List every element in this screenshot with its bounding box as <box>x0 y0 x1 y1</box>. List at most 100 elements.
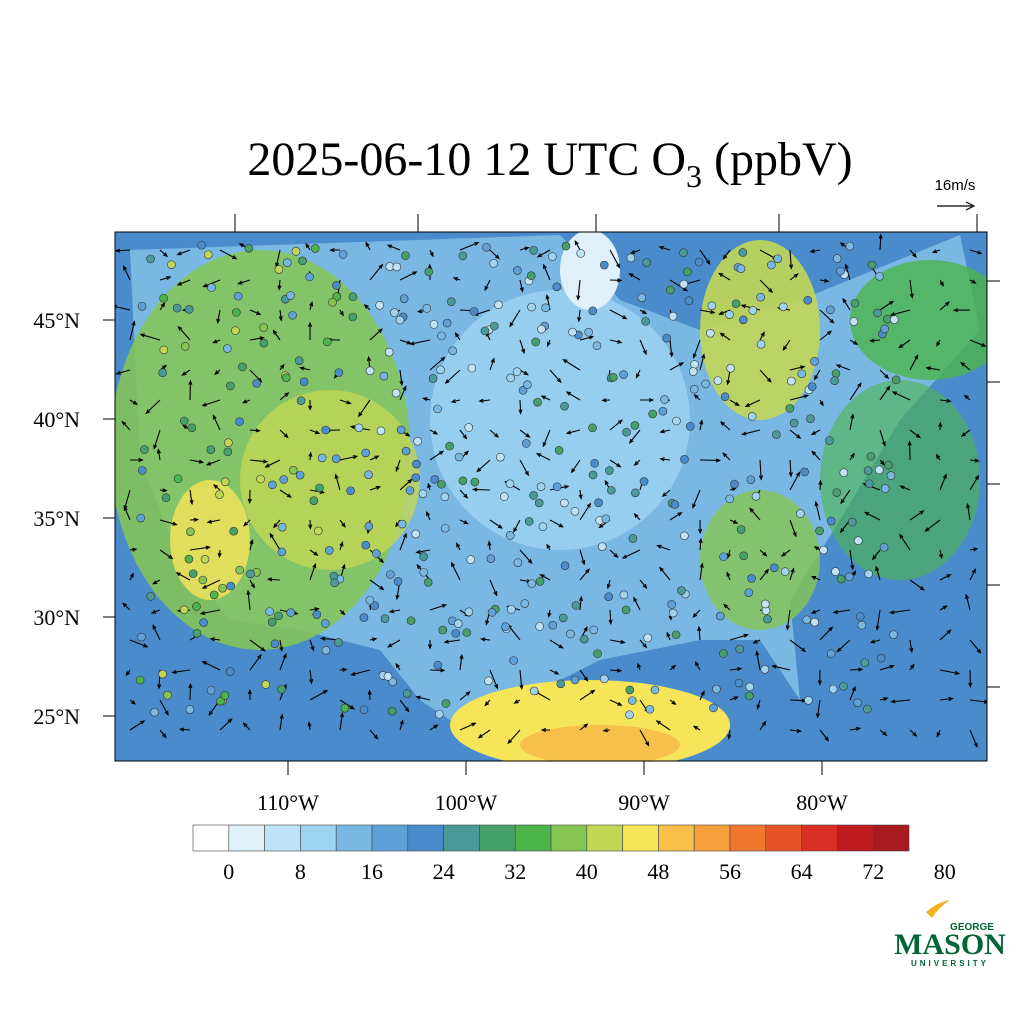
station <box>489 321 499 331</box>
station <box>694 257 704 267</box>
wind-arrowhead <box>635 373 640 379</box>
wind-arrow <box>759 549 767 557</box>
wind-arrow <box>639 339 647 355</box>
station <box>707 301 717 311</box>
wind-arrow <box>571 459 581 473</box>
station <box>458 476 468 486</box>
wind-arrow <box>159 249 168 257</box>
wind-arrow <box>189 489 193 504</box>
station <box>744 588 754 597</box>
logo: GEORGE MASON UNIVERSITY <box>894 900 1006 968</box>
wind-arrowhead <box>785 625 790 631</box>
wind-arrowhead <box>143 643 149 648</box>
wind-arrowhead <box>540 395 546 400</box>
station <box>886 471 896 480</box>
wind-arrowhead <box>471 487 478 492</box>
station <box>364 522 374 531</box>
wind-arrow <box>939 574 951 581</box>
station <box>690 360 699 369</box>
wind-arrow <box>579 689 595 701</box>
station <box>689 384 699 394</box>
wind-arrow <box>549 669 559 675</box>
station <box>197 240 206 250</box>
wind-arrow <box>567 429 581 434</box>
wind-arrow <box>609 309 627 320</box>
wind-arrow <box>789 568 795 581</box>
station <box>756 339 766 349</box>
region <box>170 480 250 600</box>
station <box>505 479 515 489</box>
wind-arrowhead <box>968 682 973 688</box>
wind-arrowhead <box>824 736 830 742</box>
wind-arrow <box>579 549 585 565</box>
map-frame <box>114 231 988 762</box>
wind-arrow <box>484 279 491 291</box>
wind-arrowhead <box>540 727 547 733</box>
wind-arrow <box>416 696 431 701</box>
wind-arrowhead <box>617 419 624 425</box>
station <box>520 599 530 608</box>
station <box>531 337 541 347</box>
station <box>346 486 355 496</box>
wind-arrow <box>566 391 581 401</box>
station <box>140 445 149 454</box>
wind-arrowhead <box>352 455 359 460</box>
wind-arrowhead <box>909 647 914 654</box>
wind-arrowhead <box>912 252 917 258</box>
wind-arrow <box>189 546 210 551</box>
lon-label: 90°W <box>618 790 670 815</box>
wind-arrowhead <box>307 321 313 327</box>
station <box>645 704 655 714</box>
station <box>506 373 515 383</box>
station <box>860 658 870 667</box>
wind-arrowhead <box>208 710 213 716</box>
wind-arrow <box>429 357 445 371</box>
wind-arrowhead <box>471 722 477 727</box>
wind-arrowhead <box>891 391 898 396</box>
station <box>295 470 305 480</box>
station <box>340 703 350 713</box>
wind-arrow <box>879 665 894 671</box>
station <box>631 488 640 498</box>
station <box>386 570 395 579</box>
wind-arrowhead <box>122 602 128 608</box>
wind-arrowhead <box>375 485 382 490</box>
wind-arrowhead <box>373 734 379 740</box>
station <box>566 629 575 639</box>
station <box>310 244 320 253</box>
wind-arrowhead <box>633 512 639 518</box>
wind-arrow <box>810 249 821 253</box>
colorbar-box <box>586 824 623 852</box>
station <box>274 611 283 621</box>
wind-arrowhead <box>942 473 947 479</box>
wind-arrowhead <box>206 519 213 524</box>
wind-arrowhead <box>705 259 711 265</box>
wind-arrowhead <box>671 664 677 670</box>
wind-arrowhead <box>946 629 952 635</box>
wind-arrowhead <box>249 538 254 545</box>
wind-arrow <box>879 369 889 379</box>
wind-reference-arrowhead <box>965 201 976 211</box>
wind-arrowhead <box>518 409 523 415</box>
wind-arrowhead <box>279 713 284 719</box>
station <box>433 660 443 670</box>
station <box>806 414 815 423</box>
station <box>309 496 319 505</box>
wind-arrowhead <box>796 728 803 733</box>
wind-arrowhead <box>402 532 407 538</box>
station <box>554 446 564 455</box>
wind-arrow <box>759 279 773 293</box>
wind-arrowhead <box>464 450 469 456</box>
wind-arrowhead <box>308 451 313 457</box>
station <box>810 357 819 366</box>
station <box>184 554 194 564</box>
station <box>558 613 568 623</box>
station <box>419 552 428 561</box>
wind-arrow <box>157 449 161 461</box>
wind-arrow <box>309 669 313 684</box>
wind-arrow <box>279 309 282 321</box>
wind-arrow <box>742 429 761 435</box>
station <box>150 707 159 717</box>
station <box>159 293 168 303</box>
wind-arrow <box>609 339 622 344</box>
